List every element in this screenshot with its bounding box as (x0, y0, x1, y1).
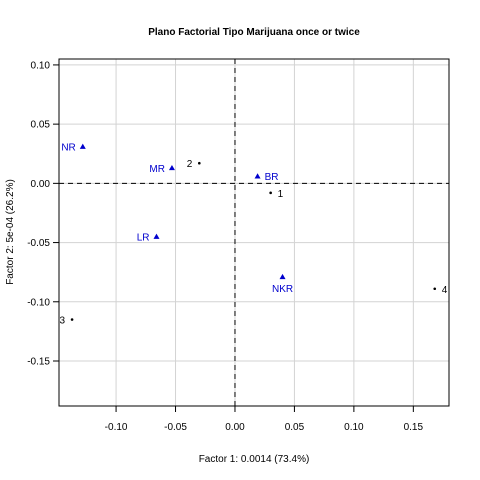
data-points: NR MR BR LR NKR 2 1 3 4 (60, 143, 448, 327)
point-marker-1 (269, 191, 272, 195)
y-tick-label: 0.00 (31, 179, 51, 190)
x-axis-label: Factor 1: 0.0014 (73.4%) (199, 454, 310, 465)
plot-frame (58, 58, 450, 407)
point-marker-2 (198, 161, 201, 165)
point-marker-mr (168, 164, 175, 171)
y-tick-label: -0.15 (27, 356, 50, 367)
point-label-nr: NR (61, 143, 75, 154)
reference-lines (59, 59, 449, 406)
point-marker-4 (433, 287, 437, 291)
chart-title: Plano Factorial Tipo Marijuana once or t… (148, 27, 360, 38)
x-tick-label: 0.10 (344, 422, 364, 433)
point-label-mr: MR (149, 164, 165, 175)
point-marker-nkr (279, 273, 286, 280)
point-label-3: 3 (60, 316, 66, 327)
y-axis-label: Factor 2: 5e-04 (26.2%) (5, 179, 16, 285)
point-marker-3 (70, 318, 74, 321)
grid-lines (59, 59, 449, 406)
x-axis-ticks: -0.10 -0.05 0.00 0.05 0.10 0.15 (105, 406, 424, 433)
y-tick-label: -0.10 (27, 297, 50, 308)
point-label-4: 4 (442, 285, 448, 296)
y-tick-label: -0.05 (27, 238, 50, 249)
x-tick-label: -0.05 (164, 422, 187, 433)
point-label-lr: LR (137, 233, 150, 244)
point-label-1: 1 (278, 189, 284, 200)
point-marker-br (254, 173, 261, 179)
point-marker-nr (79, 143, 86, 149)
y-axis-ticks: -0.15 -0.10 -0.05 0.00 0.05 0.10 (27, 60, 59, 367)
x-tick-label: -0.10 (105, 422, 128, 433)
point-marker-lr (153, 233, 160, 239)
x-tick-label: 0.05 (285, 422, 305, 433)
x-tick-label: 0.15 (404, 422, 424, 433)
point-label-nkr: NKR (272, 284, 293, 295)
x-tick-label: 0.00 (225, 422, 245, 433)
point-label-br: BR (265, 172, 279, 183)
y-tick-label: 0.10 (31, 60, 51, 71)
point-label-2: 2 (187, 159, 193, 170)
y-tick-label: 0.05 (31, 120, 51, 131)
